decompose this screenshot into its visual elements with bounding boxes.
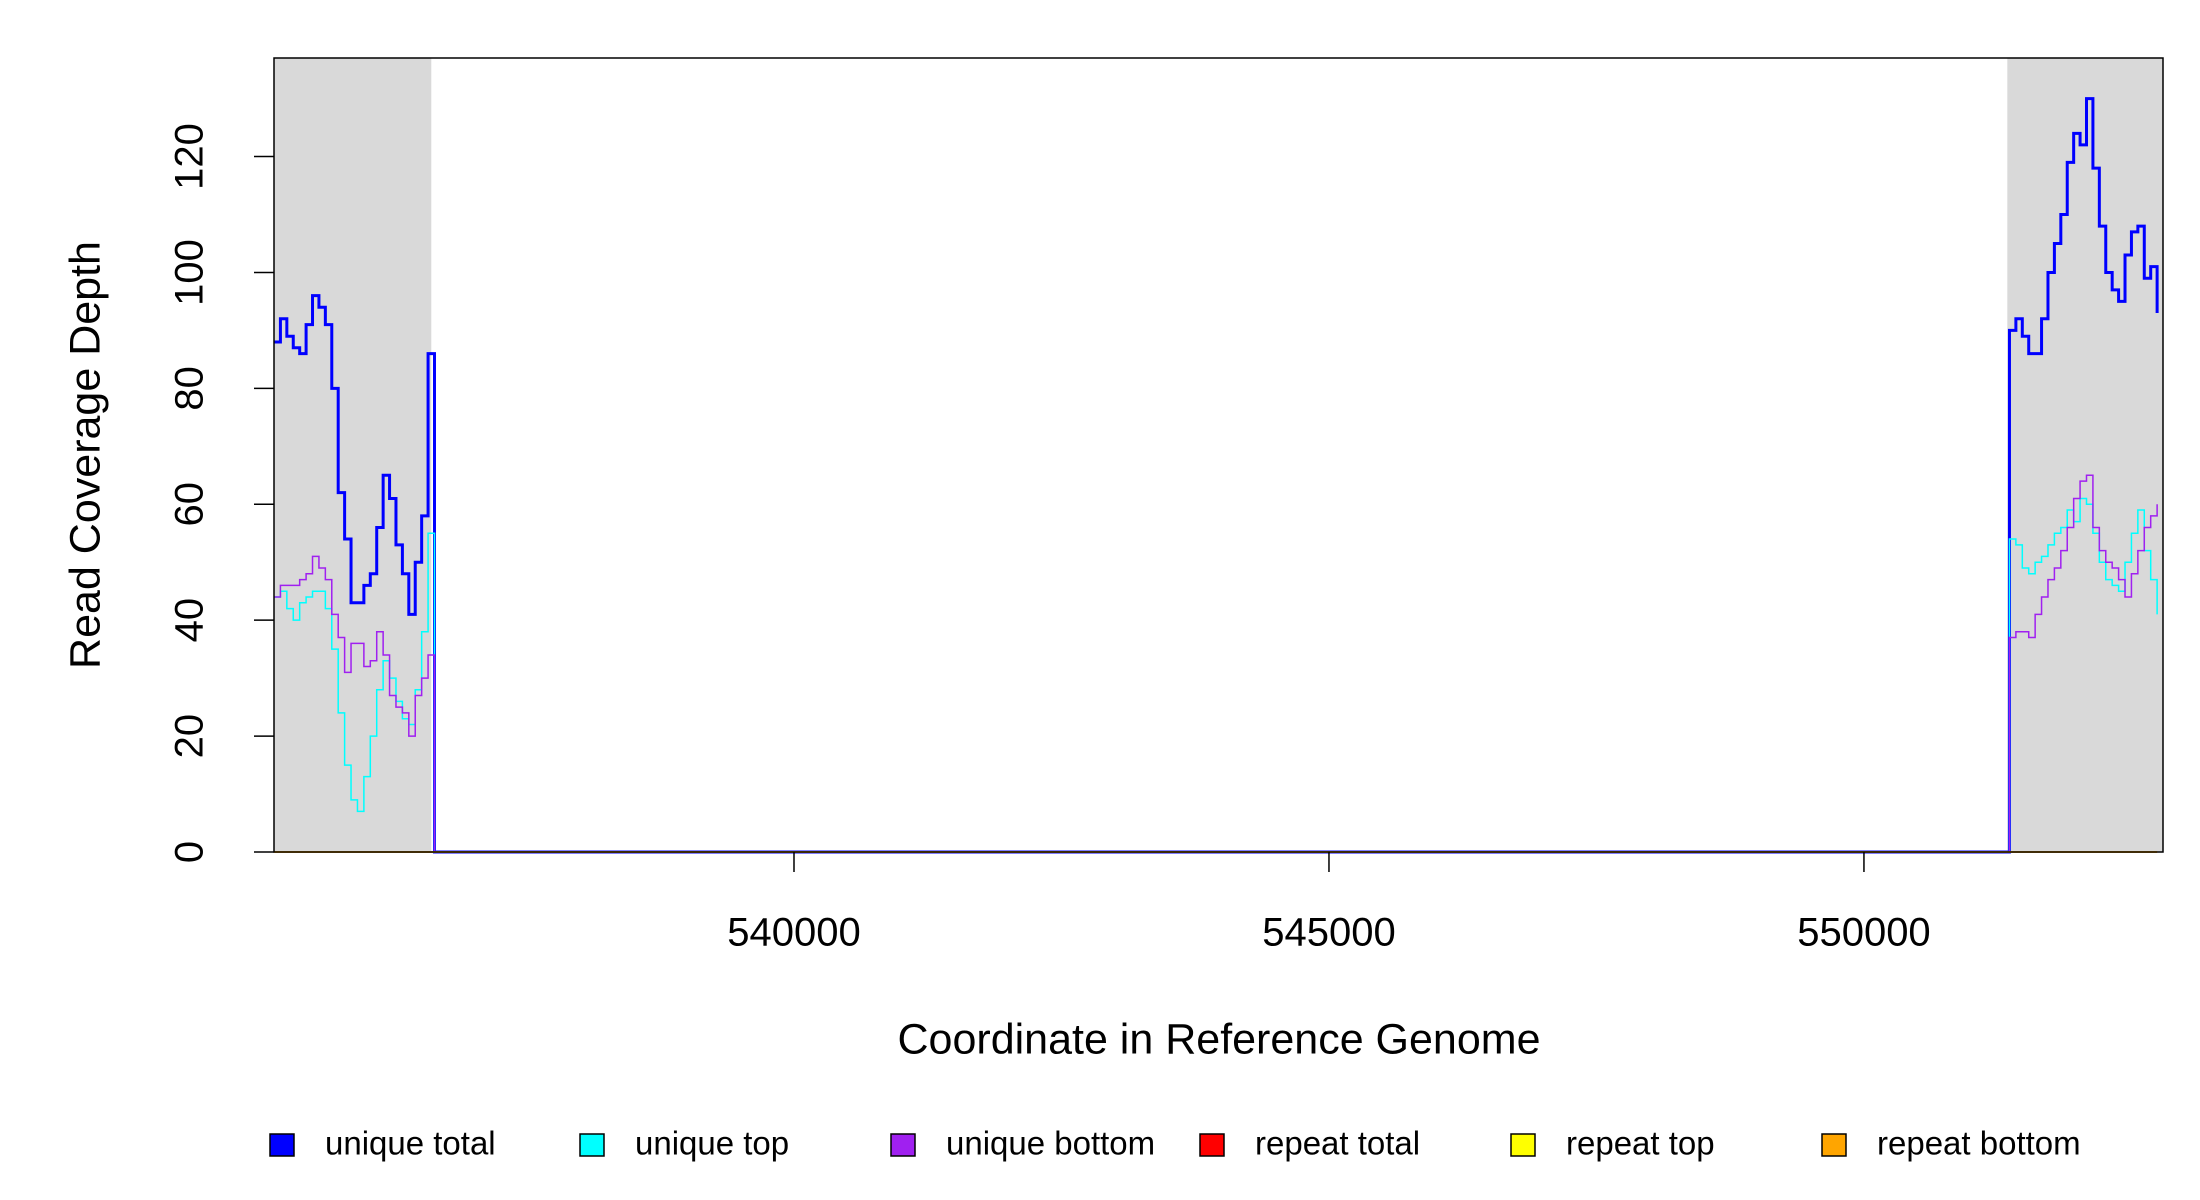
- legend-label: unique top: [635, 1125, 789, 1162]
- x-axis-title: Coordinate in Reference Genome: [898, 1015, 1541, 1063]
- legend-label: repeat bottom: [1877, 1125, 2081, 1162]
- y-tick-label: 120: [168, 123, 212, 190]
- series-line: [274, 97, 2159, 854]
- series-line: [274, 497, 2158, 853]
- y-tick-label: 60: [168, 482, 212, 527]
- legend-label: unique total: [325, 1125, 496, 1162]
- legend-swatch: [1199, 1133, 1225, 1157]
- y-tick-label: 20: [168, 714, 212, 759]
- legend-swatch: [1510, 1133, 1536, 1157]
- legend-swatch: [1821, 1133, 1847, 1157]
- x-tick-label: 550000: [1797, 911, 1930, 955]
- legend-swatch: [269, 1133, 295, 1157]
- legend-label: repeat total: [1255, 1125, 1420, 1162]
- legend-label: repeat top: [1566, 1125, 1715, 1162]
- y-tick-label: 0: [168, 841, 212, 863]
- shaded-region: [2007, 58, 2163, 852]
- x-tick-label: 540000: [727, 911, 860, 955]
- plot-frame: [273, 57, 2164, 853]
- y-axis-title: Read Coverage Depth: [61, 241, 109, 669]
- series-line: [274, 474, 2158, 853]
- y-tick-label: 80: [168, 366, 212, 411]
- y-tick-label: 40: [168, 598, 212, 643]
- legend-swatch: [890, 1133, 916, 1157]
- legend-swatch: [579, 1133, 605, 1157]
- x-tick-label: 545000: [1262, 911, 1395, 955]
- shaded-region: [274, 58, 432, 852]
- legend-label: unique bottom: [946, 1125, 1155, 1162]
- y-tick-label: 100: [168, 239, 212, 306]
